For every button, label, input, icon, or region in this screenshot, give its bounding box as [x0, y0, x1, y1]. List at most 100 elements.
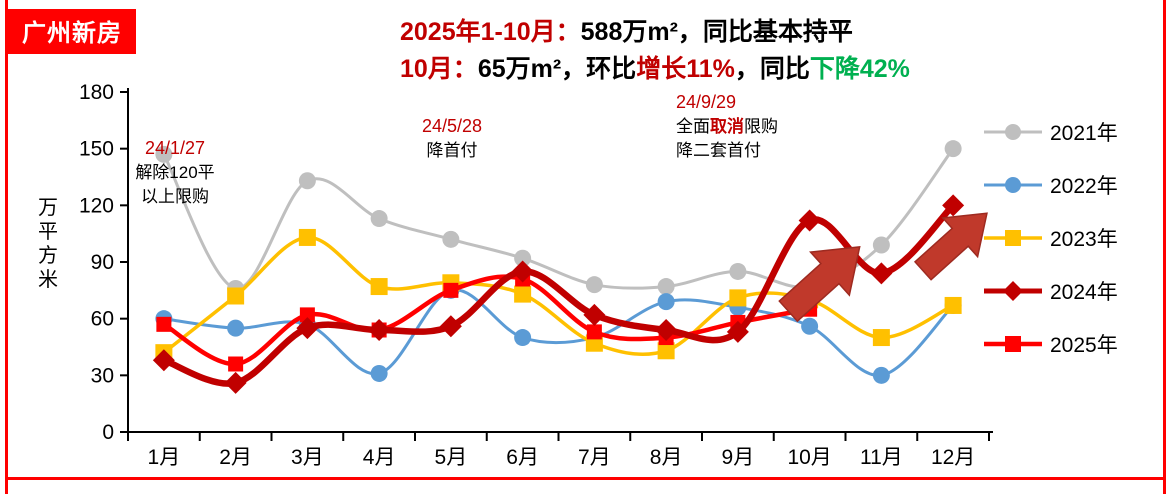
data-point-marker: [872, 329, 890, 347]
series-2022年: [155, 281, 962, 384]
y-tick-label: 150: [79, 138, 114, 161]
x-tick-label: 2月: [219, 446, 252, 469]
legend-label: 2025年: [1050, 333, 1118, 357]
y-tick-label: 180: [79, 81, 114, 104]
up-trend-arrow: [913, 212, 988, 281]
up-trend-arrow: [778, 246, 861, 323]
data-point-marker: [657, 342, 675, 360]
data-point-marker: [798, 209, 821, 232]
x-tick-label: 4月: [363, 446, 396, 469]
headline-segment: 下降42%: [809, 55, 910, 83]
data-point-marker: [586, 324, 602, 340]
data-point-marker: [514, 249, 532, 267]
chart-title-badge: 广州新房: [8, 9, 136, 54]
y-axis-title: 万平方米: [38, 197, 58, 291]
data-point-marker: [439, 315, 462, 338]
annotation-date: 24/9/29: [676, 92, 737, 112]
annotation-text: 解除120平: [135, 163, 215, 182]
legend-item-2021年: 2021年: [982, 106, 1118, 159]
annotation-date: 24/5/28: [421, 116, 483, 136]
headline-segment: 增长11%: [636, 55, 735, 83]
headline-segment: 65万m²，环比: [477, 55, 637, 83]
y-tick-label: 120: [79, 194, 114, 217]
headline-segment: ，同比: [734, 55, 810, 83]
annotation-date: 24/1/27: [144, 138, 206, 158]
x-tick-label: 7月: [578, 446, 611, 469]
data-point-marker: [228, 356, 244, 372]
y-tick-label: 90: [91, 251, 114, 274]
data-point-marker: [298, 172, 316, 190]
y-tick-label: 30: [91, 364, 114, 387]
legend-marker-icon: [984, 177, 1042, 194]
frame-left-border: [5, 0, 8, 494]
y-tick-label: 60: [91, 308, 114, 331]
frame-bottom-border: [5, 477, 1166, 480]
data-point-marker: [511, 260, 534, 283]
data-point-marker: [156, 316, 172, 332]
legend-item-2023年: 2023年: [982, 212, 1118, 265]
headline-line2: 10月：65万m²，环比增长11%，同比下降42%: [400, 51, 910, 88]
chart-legend: 2021年 2022年 2023年 2024年 2025年: [982, 106, 1118, 370]
headline: 2025年1-10月：588万m²，同比基本持平 10月：65万m²，环比增长1…: [400, 14, 910, 88]
data-point-marker: [299, 307, 315, 323]
series-2024年: [152, 194, 965, 394]
frame-right-border: [1163, 0, 1166, 494]
headline-segment: 2025年1-10月：: [400, 18, 581, 46]
legend-label: 2023年: [1050, 227, 1118, 251]
data-point-marker: [514, 285, 532, 303]
policy-annotation: 24/1/27 解除120平 以上限购: [112, 136, 238, 209]
data-point-marker: [227, 319, 245, 337]
legend-item-2024年: 2024年: [982, 264, 1118, 317]
x-tick-label: 8月: [650, 446, 683, 469]
data-point-marker: [729, 262, 747, 280]
policy-annotation: 24/9/29 全面取消限购降二套首付: [676, 90, 826, 163]
data-point-marker: [870, 262, 893, 285]
x-tick-label: 12月: [931, 446, 975, 469]
x-tick-label: 6月: [506, 446, 539, 469]
annotation-text: 限购: [744, 117, 778, 136]
data-point-marker: [801, 317, 819, 335]
legend-label: 2024年: [1050, 280, 1118, 304]
legend-marker-icon: [984, 335, 1042, 352]
axes: 0 30 60 90 120 150 180 1月 2月 3月 4月 5月 6月 7月 8月 9月 10月 11月…: [79, 81, 993, 469]
data-point-marker: [368, 319, 391, 341]
data-point-marker: [585, 276, 603, 294]
data-point-marker: [657, 278, 675, 296]
data-point-marker: [442, 230, 460, 248]
data-point-marker: [224, 371, 247, 394]
headline-line1: 2025年1-10月：588万m²，同比基本持平: [400, 14, 910, 51]
annotation-text: 以上限购: [141, 187, 209, 206]
x-tick-label: 1月: [148, 446, 181, 469]
data-point-marker: [514, 329, 532, 347]
data-point-marker: [872, 236, 890, 254]
annotation-text: 取消: [710, 117, 744, 136]
data-point-marker: [942, 194, 965, 217]
legend-marker-icon: [984, 124, 1042, 141]
data-point-marker: [443, 282, 459, 298]
legend-marker-icon: [984, 229, 1042, 246]
data-point-marker: [944, 296, 962, 314]
data-point-marker: [944, 140, 962, 158]
data-point-marker: [298, 228, 316, 246]
legend-label: 2022年: [1050, 175, 1118, 199]
legend-marker-icon: [984, 280, 1042, 301]
x-tick-label: 9月: [722, 446, 755, 469]
annotation-text: 全面: [676, 117, 710, 136]
headline-segment: 10月：: [400, 55, 478, 83]
data-point-marker: [296, 317, 319, 340]
data-point-marker: [655, 319, 678, 341]
data-point-marker: [370, 210, 388, 228]
x-tick-label: 3月: [291, 446, 324, 469]
policy-annotation: 24/5/28 降首付: [396, 114, 508, 163]
data-point-marker: [227, 287, 245, 305]
data-point-marker: [155, 145, 173, 163]
x-tick-label: 5月: [435, 446, 468, 469]
data-point-marker: [657, 293, 675, 311]
x-tick-label: 10月: [787, 446, 831, 469]
y-tick-label: 0: [102, 421, 114, 444]
data-point-marker: [583, 303, 606, 326]
data-point-marker: [729, 289, 747, 307]
annotation-text: 降二套首付: [676, 141, 761, 160]
